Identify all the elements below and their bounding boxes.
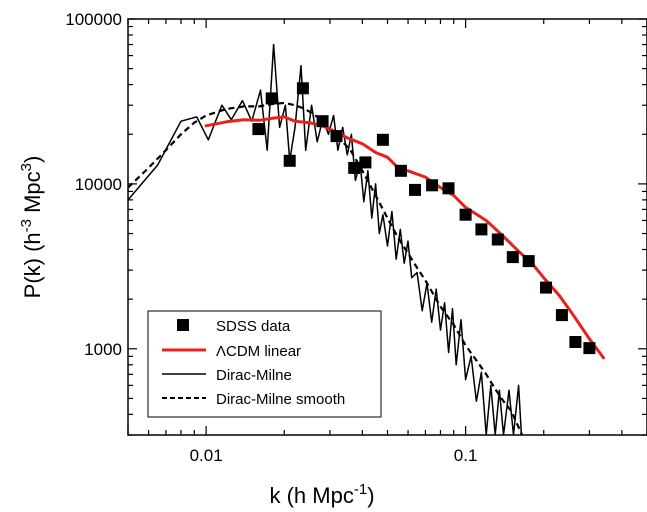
x-axis-title: k (h Mpc-1) [269, 481, 374, 508]
sdss-data-point [330, 130, 343, 143]
sdss-data-point [555, 309, 568, 322]
sdss-data-point [283, 154, 296, 167]
sdss-data-point [583, 342, 596, 355]
sdss-data-point [359, 156, 372, 169]
y-tick-label: 10000 [75, 175, 122, 194]
sdss-data-point [316, 115, 329, 128]
sdss-data-point [522, 255, 535, 268]
sdss-data-point [265, 92, 278, 105]
legend-label-sdss: SDSS data [216, 318, 291, 335]
series-line-dm [128, 43, 523, 435]
series-line-dms [128, 101, 524, 435]
sdss-data-point [442, 182, 455, 195]
x-tick-label: 0.1 [454, 446, 478, 465]
sdss-data-point [376, 133, 389, 146]
legend-label-dirac-milne: Dirac-Milne [216, 367, 292, 384]
y-axis-title: P(k) (h-3 Mpc3) [18, 156, 45, 299]
tick-labels: 0.01 0.1 1000 10000 100000 [65, 10, 477, 465]
sdss-data-point [426, 179, 439, 192]
y-tick-label: 100000 [65, 10, 122, 29]
y-tick-label: 1000 [84, 340, 122, 359]
sdss-data-point [394, 164, 407, 177]
legend-swatch-sdss [177, 319, 189, 331]
legend-label-dirac-milne-smooth: Dirac-Milne smooth [216, 391, 345, 408]
sdss-data-point [252, 123, 265, 136]
sdss-data-point [409, 183, 421, 196]
sdss-data-point [540, 281, 552, 294]
legend-label-lcdm: ΛCDM linear [216, 343, 301, 360]
axis-ticks [127, 18, 647, 436]
sdss-data-point [475, 223, 488, 236]
x-tick-label: 0.01 [190, 446, 223, 465]
sdss-data-point [348, 161, 361, 174]
sdss-data-point [569, 336, 582, 348]
series-layer [128, 43, 605, 435]
sdss-data-point [459, 208, 472, 221]
sdss-data-point [506, 251, 519, 264]
sdss-data-point [491, 233, 504, 246]
sdss-data-point [296, 82, 309, 95]
legend: SDSS data ΛCDM linear Dirac-Milne Dirac-… [147, 310, 382, 418]
